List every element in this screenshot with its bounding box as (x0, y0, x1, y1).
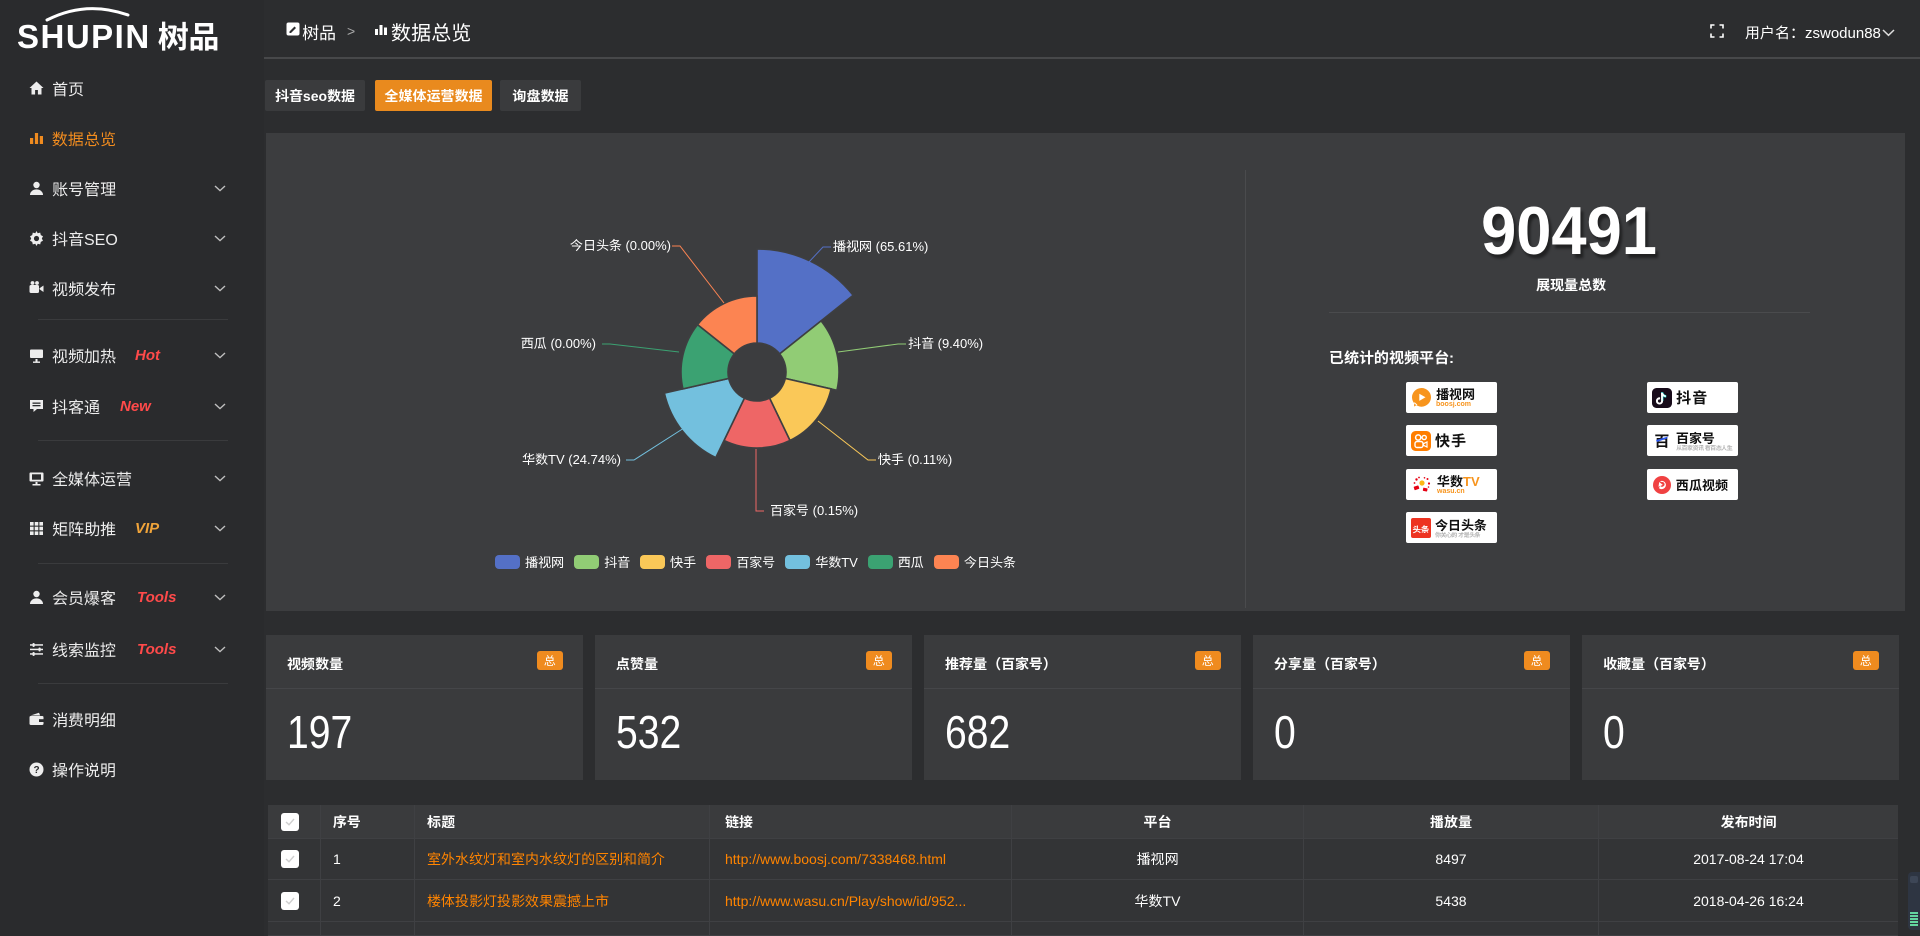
svg-text:抖音 (9.40%): 抖音 (9.40%) (908, 333, 983, 352)
svg-text:百家号 (0.15%): 百家号 (0.15%) (770, 500, 858, 519)
svg-text:百: 百 (1654, 431, 1669, 451)
svg-text:播视网 (65.61%): 播视网 (65.61%) (833, 236, 928, 255)
svg-text:华数TV (24.74%): 华数TV (24.74%) (522, 449, 621, 468)
svg-text:西瓜 (0.00%): 西瓜 (0.00%) (521, 333, 596, 352)
svg-text:快手 (0.11%): 快手 (0.11%) (878, 449, 952, 468)
svg-text:?: ? (33, 765, 39, 776)
svg-text:今日头条 (0.00%): 今日头条 (0.00%) (570, 235, 671, 254)
svg-text:头条: 头条 (1412, 523, 1430, 535)
